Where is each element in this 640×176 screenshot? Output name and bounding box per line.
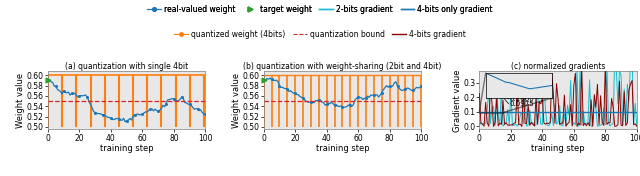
Y-axis label: Weight value: Weight value [17, 73, 26, 128]
Y-axis label: Gradient value: Gradient value [452, 69, 461, 132]
X-axis label: training step: training step [316, 144, 369, 153]
Text: 0.1000: 0.1000 [509, 96, 534, 102]
Legend: quantized weight (4bits), quantization bound, 4-bits gradient: quantized weight (4bits), quantization b… [171, 27, 469, 42]
Bar [479, 112, 503, 113]
X-axis label: training step: training step [100, 144, 154, 153]
Title: (c) normalized gradients: (c) normalized gradients [511, 61, 605, 71]
Text: 0.0975: 0.0975 [509, 101, 534, 107]
Title: (a) quantization with single 4bit: (a) quantization with single 4bit [65, 61, 188, 71]
Legend: real-valued weight, target weight, 2-bits gradient, 4-bits only gradient: real-valued weight, target weight, 2-bit… [144, 2, 496, 17]
X-axis label: training step: training step [531, 144, 585, 153]
Y-axis label: Weight value: Weight value [232, 73, 241, 128]
Title: (b) quantization with weight-sharing (2bit and 4bit): (b) quantization with weight-sharing (2b… [243, 61, 442, 71]
